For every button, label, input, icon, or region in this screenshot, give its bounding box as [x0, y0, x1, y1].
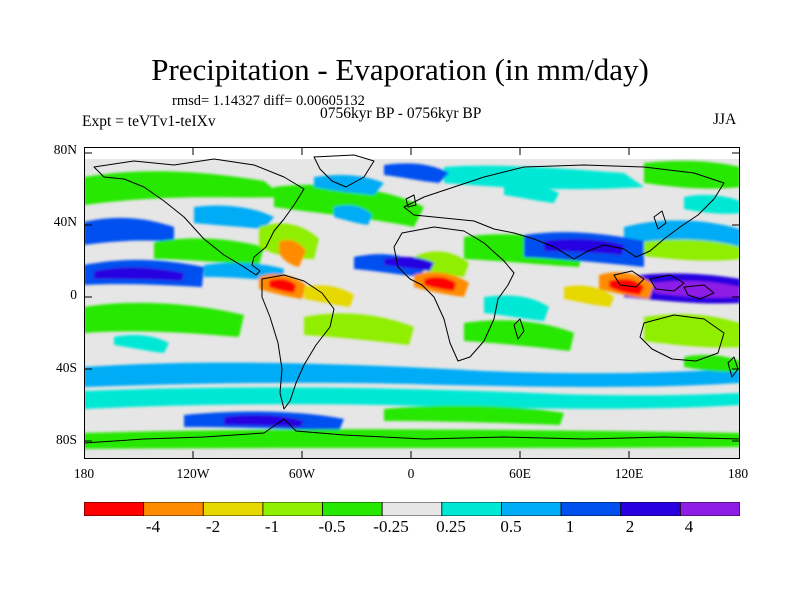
colorbar-box	[441, 502, 502, 516]
lat-label-40n: 40N	[53, 214, 77, 229]
colorbar-label: 0.25	[436, 517, 466, 536]
colorbar-box	[620, 502, 681, 516]
experiment-label: Expt = teVTv1-teIXv	[82, 113, 216, 130]
lon-label-180w: 180	[73, 466, 95, 481]
lat-label-80n: 80N	[53, 142, 77, 157]
rmsd-diff-stats: rmsd= 1.14327 diff= 0.00605132	[172, 93, 365, 109]
colorbar-label: 0.5	[500, 517, 522, 536]
colorbar-box	[143, 502, 204, 516]
colorbar-label: -4	[145, 517, 161, 536]
colorbar-box	[560, 502, 622, 516]
lat-label-80s: 80S	[55, 432, 77, 447]
lon-label-0: 0	[407, 466, 415, 481]
colorbar-box	[262, 502, 323, 516]
map-ticks	[84, 147, 740, 459]
colorbar-box	[381, 502, 443, 516]
pme-map	[84, 147, 740, 459]
colorbar-label: -0.5	[318, 517, 346, 536]
colorbar-label: 4	[684, 517, 694, 536]
lon-label-120w: 120W	[176, 466, 210, 481]
colorbar-box	[84, 502, 145, 516]
colorbar-label: 2	[625, 517, 635, 536]
colorbar-box	[679, 502, 740, 516]
colorbar-label: -2	[205, 517, 221, 536]
lon-label-120e: 120E	[614, 466, 644, 481]
lon-label-180e: 180	[727, 466, 749, 481]
lon-label-60e: 60E	[509, 466, 531, 481]
coastlines	[84, 154, 740, 444]
lat-label-0: 0	[70, 287, 77, 302]
lon-label-60w: 60W	[288, 466, 316, 481]
colorbar-label: -1	[264, 517, 280, 536]
season-label: JJA	[713, 111, 737, 128]
plot-title: Precipitation - Evaporation (in mm/day)	[151, 52, 649, 87]
lat-label-40s: 40S	[55, 360, 77, 375]
colorbar	[84, 502, 740, 516]
map-frame	[84, 147, 740, 459]
polar-cap-north	[84, 147, 740, 159]
colorbar-box	[501, 502, 562, 516]
period-label: 0756kyr BP - 0756kyr BP	[320, 105, 482, 122]
colorbar-box	[322, 502, 383, 516]
colorbar-label: 1	[565, 517, 575, 536]
colorbar-label: -0.25	[373, 517, 409, 536]
colorbar-box	[202, 502, 264, 516]
